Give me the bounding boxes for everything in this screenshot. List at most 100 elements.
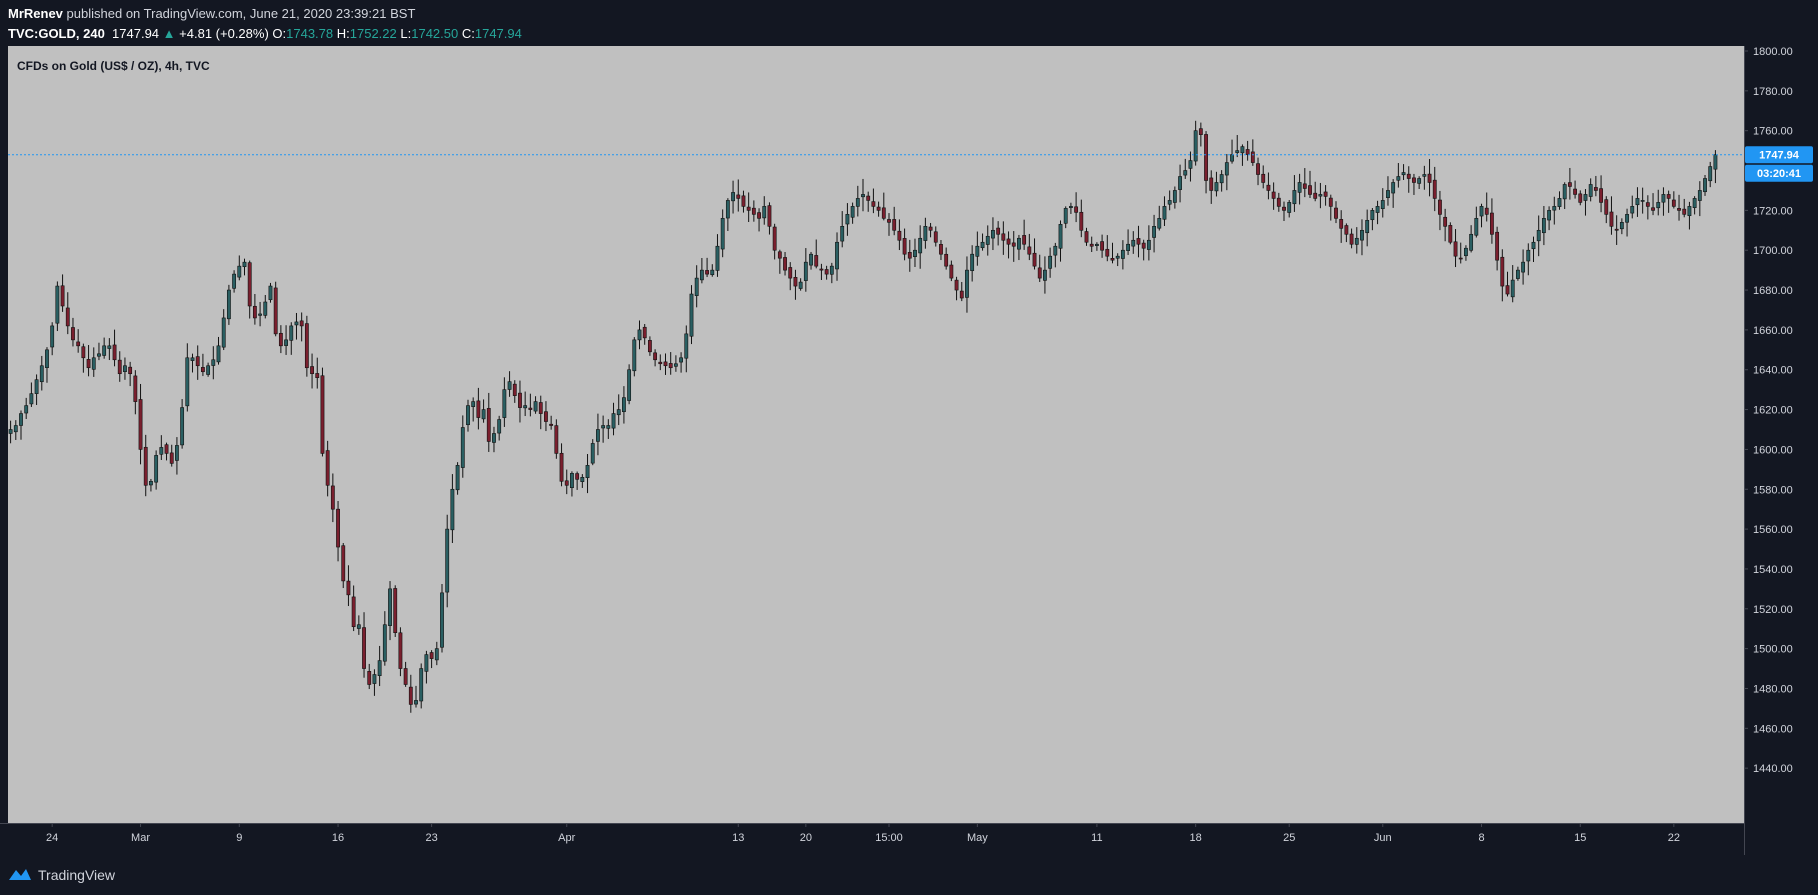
candle-body-up [1048, 255, 1053, 269]
candle [1417, 176, 1422, 189]
candle-body-up [1094, 243, 1099, 246]
candle-body-down [1458, 257, 1463, 260]
published-text: published on TradingView.com, June 21, 2… [66, 6, 416, 21]
candle [1037, 254, 1042, 282]
candle [699, 257, 704, 284]
candle-body-up [1713, 154, 1718, 170]
candle [1687, 201, 1692, 230]
candle [1515, 266, 1520, 281]
candle [440, 583, 444, 653]
tradingview-brand[interactable]: TradingView [38, 867, 116, 883]
candle-body-down [647, 340, 652, 353]
candle [1479, 203, 1484, 228]
candle-body-up [356, 624, 361, 629]
candle-body-down [1500, 256, 1505, 287]
candle [76, 329, 81, 353]
candle [1068, 202, 1073, 214]
candle-body-down [1328, 197, 1333, 207]
candle [1469, 225, 1474, 253]
candle [1645, 195, 1650, 220]
candle-body-down [1079, 211, 1084, 231]
candle-body-up [45, 349, 49, 368]
candle [65, 292, 70, 335]
x-tick-label: 23 [425, 832, 437, 844]
symbol-label[interactable]: TVC:GOLD, 240 [8, 26, 105, 41]
y-tick-label: 1680.00 [1753, 285, 1793, 297]
candle [658, 354, 663, 371]
candle-body-up [1043, 269, 1047, 281]
candle-body-up [1635, 198, 1640, 206]
candle [1453, 229, 1458, 268]
candle-body-down [871, 201, 876, 207]
candle-body-up [975, 245, 980, 257]
candle [710, 264, 715, 277]
candle-body-up [970, 253, 975, 272]
candle [1339, 210, 1344, 243]
candle [351, 585, 356, 632]
candle [736, 179, 741, 212]
candle-body-up [710, 269, 715, 276]
candle [19, 410, 23, 440]
candle-body-down [814, 255, 819, 267]
candle-body-up [1131, 239, 1136, 247]
candle [746, 192, 751, 222]
candle-body-down [1032, 252, 1037, 267]
candle-body-up [1230, 154, 1234, 162]
candle [107, 338, 112, 361]
candle-body-down [1645, 202, 1650, 207]
candle [13, 420, 18, 440]
candle-body-up [185, 357, 190, 407]
candle-body-down [1266, 184, 1271, 191]
candle-body-up [1531, 241, 1536, 250]
y-tick-label: 1460.00 [1753, 723, 1793, 735]
candle-body-down [133, 375, 138, 402]
candle-body-up [585, 465, 590, 479]
candle-body-down [642, 326, 647, 339]
candle-body-up [1474, 218, 1479, 236]
candle-body-down [408, 686, 413, 705]
candle-body-down [1505, 285, 1510, 295]
plot-area[interactable] [8, 46, 1744, 823]
candle-body-up [1697, 190, 1702, 201]
tradingview-logo-icon[interactable] [8, 866, 32, 882]
candle [325, 440, 330, 497]
y-tick-label: 1620.00 [1753, 405, 1793, 417]
candle-body-up [533, 401, 538, 412]
candle [1386, 176, 1390, 206]
candle [1552, 196, 1557, 225]
candle [29, 382, 34, 407]
candle-body-up [24, 405, 29, 414]
candle [1536, 215, 1541, 257]
candle [725, 198, 730, 231]
candle [86, 345, 91, 377]
candle-body-down [1308, 185, 1312, 195]
candle-body-down [892, 219, 897, 231]
candle [1567, 167, 1572, 200]
candle-body-down [1567, 182, 1572, 187]
candle [887, 213, 891, 236]
candle [1692, 196, 1697, 215]
low-value: 1742.50 [411, 26, 459, 41]
author-name[interactable]: MrRenev [8, 6, 63, 21]
time-axis[interactable] [0, 823, 1744, 855]
candle-body-down [1282, 206, 1286, 211]
candle-body-down [1256, 163, 1260, 175]
price-chart[interactable]: CFDs on Gold (US$ / OZ), 4h, TVC 1440.00… [0, 46, 1818, 855]
candle [1136, 225, 1141, 258]
candle-body-up [845, 214, 850, 225]
candle [434, 641, 439, 666]
y-tick-label: 1660.00 [1753, 325, 1793, 337]
candle-body-up [1469, 233, 1474, 251]
candle [382, 611, 387, 666]
candle-body-up [434, 648, 439, 661]
candle-body-up [8, 429, 13, 434]
candle-body-up [601, 425, 606, 429]
close-value: 1747.94 [474, 26, 522, 41]
candle [1432, 166, 1437, 212]
x-tick-label: 15:00 [875, 832, 903, 844]
candle [601, 415, 606, 443]
candle [1006, 231, 1011, 259]
candle [486, 392, 491, 452]
candle-body-up [1640, 200, 1645, 202]
candle-body-up [606, 425, 611, 429]
